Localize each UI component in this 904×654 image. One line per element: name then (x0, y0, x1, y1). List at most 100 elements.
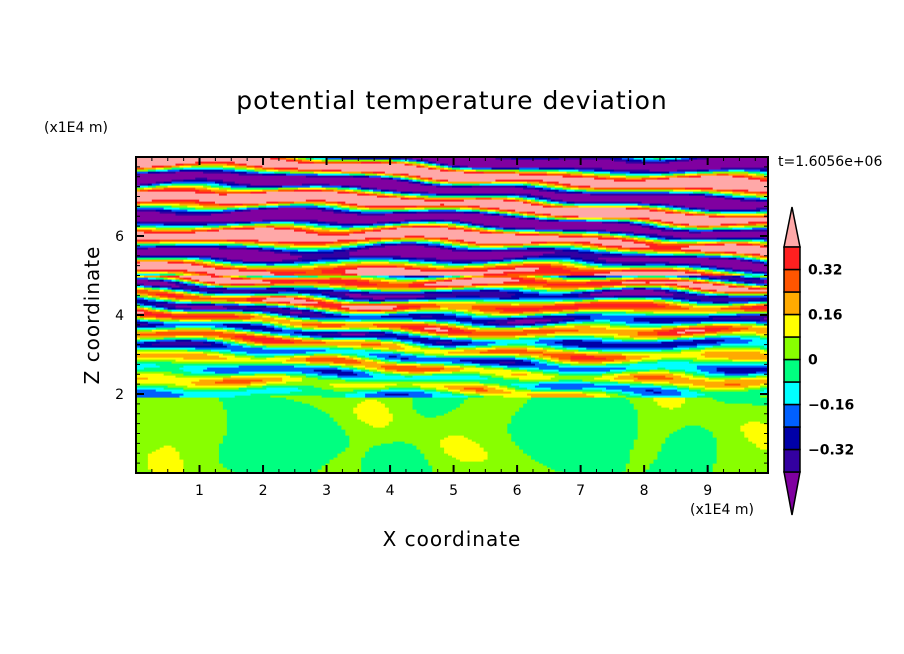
contour-cell (534, 187, 544, 190)
contour-cell (136, 417, 228, 420)
contour-cell (195, 279, 200, 282)
contour-cell (550, 201, 560, 204)
contour-cell (633, 277, 670, 280)
contour-cell (432, 161, 437, 164)
contour-cell (621, 269, 678, 272)
contour-cell (297, 307, 307, 310)
contour-cell (511, 383, 540, 386)
contour-cell (274, 245, 291, 248)
contour-cell (633, 439, 666, 442)
contour-cell (278, 321, 323, 324)
contour-cell (380, 227, 390, 230)
contour-cell (744, 257, 753, 260)
contour-cell (163, 167, 173, 170)
contour-cell (523, 359, 532, 362)
contour-cell (546, 283, 623, 286)
contour-cell (444, 413, 516, 416)
contour-cell (369, 247, 441, 250)
contour-cell (139, 221, 236, 224)
contour-cell (463, 199, 504, 202)
contour-cell (558, 379, 583, 382)
contour-cell (716, 277, 745, 280)
contour-cell (748, 373, 769, 376)
contour-cell (420, 305, 441, 308)
contour-cell (369, 327, 390, 330)
contour-cell (574, 289, 587, 292)
contour-cell (578, 349, 603, 352)
contour-cell (136, 191, 196, 194)
contour-cell (637, 417, 769, 420)
contour-cell (171, 179, 184, 182)
contour-cell (373, 359, 382, 362)
contour-cell (428, 161, 433, 164)
contour-cell (432, 335, 441, 338)
contour-cell (258, 171, 275, 174)
contour-cell (309, 315, 327, 318)
contour-cell (467, 313, 477, 316)
contour-cell (396, 179, 402, 182)
contour-cell (294, 355, 311, 358)
contour-cell (613, 285, 627, 288)
contour-cell (696, 395, 761, 398)
contour-cell (760, 197, 769, 200)
contour-cell (546, 201, 552, 204)
contour-cell (685, 331, 706, 334)
contour-cell (629, 457, 658, 460)
contour-cell (136, 227, 157, 230)
contour-cell (523, 213, 528, 216)
contour-cell (136, 423, 228, 426)
contour-cell (724, 273, 734, 276)
contour-cell (286, 247, 331, 250)
contour-cell (534, 321, 548, 324)
contour-cell (444, 451, 489, 454)
contour-cell (136, 411, 228, 414)
contour-cell (341, 277, 362, 280)
contour-cell (416, 159, 421, 162)
contour-cell (408, 175, 418, 178)
contour-cell (452, 249, 469, 252)
contour-cell (641, 177, 658, 180)
contour-cell (175, 171, 204, 174)
contour-cell (143, 307, 149, 310)
contour-cell (633, 379, 706, 382)
contour-cell (136, 265, 204, 268)
contour-cell (578, 185, 591, 188)
contour-cell (665, 275, 678, 278)
contour-cell (199, 163, 228, 166)
contour-cell (696, 169, 710, 172)
contour-cell (475, 365, 493, 368)
contour-cell (689, 175, 702, 178)
contour-cell (728, 173, 749, 176)
contour-cell (625, 397, 655, 400)
contour-cell (297, 305, 307, 308)
contour-cell (764, 279, 769, 282)
contour-cell (606, 363, 631, 366)
contour-cell (649, 223, 655, 226)
contour-cell (444, 243, 453, 246)
contour-cell (313, 295, 319, 298)
contour-cell (487, 455, 532, 458)
contour-cell (218, 183, 228, 186)
contour-cell (523, 323, 536, 326)
contour-cell (313, 405, 358, 408)
contour-cell (376, 225, 386, 228)
contour-cell (365, 371, 374, 374)
contour-cell (499, 213, 508, 216)
contour-cell (428, 333, 437, 336)
contour-cell (361, 289, 382, 292)
contour-cell (467, 223, 473, 226)
contour-cell (716, 453, 769, 456)
contour-cell (649, 207, 658, 210)
contour-cell (428, 165, 437, 168)
contour-cell (728, 305, 741, 308)
contour-cell (531, 193, 591, 196)
contour-cell (503, 257, 516, 260)
contour-cell (365, 237, 382, 240)
contour-cell (384, 357, 402, 360)
contour-cell (143, 167, 157, 170)
contour-cell (215, 281, 271, 284)
contour-cell (633, 231, 690, 234)
contour-cell (629, 249, 655, 252)
contour-cell (649, 245, 690, 248)
contour-cell (538, 231, 564, 234)
